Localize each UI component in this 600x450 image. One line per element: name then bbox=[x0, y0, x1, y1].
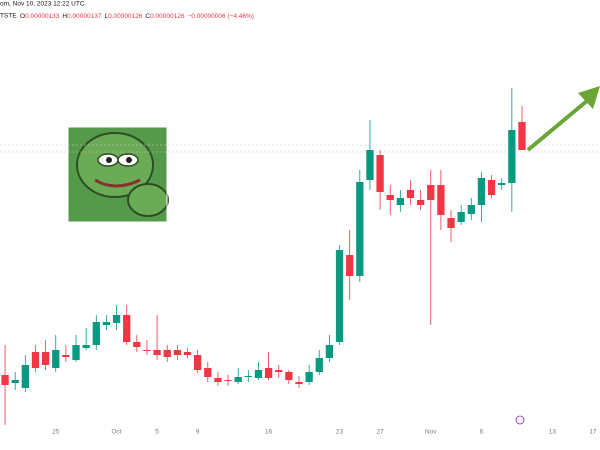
candle-body bbox=[356, 182, 364, 276]
candle-body bbox=[52, 350, 60, 368]
x-tick-label: 27 bbox=[376, 429, 384, 436]
candle-body bbox=[244, 376, 252, 377]
candle-body bbox=[153, 350, 161, 355]
x-tick-label: Nov bbox=[425, 429, 437, 436]
candle-body bbox=[41, 352, 50, 365]
candle-body bbox=[62, 355, 70, 357]
candle-body bbox=[285, 372, 293, 380]
ohlc-value: 0.00000126 bbox=[108, 13, 143, 20]
ohlc-value: 0.00000137 bbox=[67, 13, 102, 20]
x-tick-label: 23 bbox=[336, 429, 344, 436]
ticker: TSTE bbox=[0, 13, 17, 20]
ohlc-label: H bbox=[62, 13, 67, 20]
candle-body bbox=[315, 358, 323, 372]
ohlc-header: O0.00000133 H0.00000137 L0.00000126 C0.0000… bbox=[20, 13, 254, 20]
ohlc-value: 0.00000133 bbox=[25, 13, 60, 20]
candle-body bbox=[305, 372, 313, 382]
candle-body bbox=[193, 355, 202, 370]
candle-body bbox=[112, 315, 121, 323]
candle-body bbox=[325, 345, 334, 358]
candle-body bbox=[508, 130, 516, 183]
candle-body bbox=[82, 345, 90, 348]
source-line: om, Nov 10, 2023 12:22 UTC bbox=[0, 1, 85, 8]
candle-body bbox=[1, 375, 9, 385]
x-tick-label: 5 bbox=[155, 429, 159, 436]
candle-body bbox=[437, 185, 445, 215]
candle-body bbox=[163, 350, 171, 357]
x-tick-label: 17 bbox=[589, 429, 597, 436]
candle-body bbox=[264, 368, 273, 378]
candle-body bbox=[335, 250, 344, 342]
x-tick-label: Oct bbox=[111, 429, 121, 436]
candle-body bbox=[224, 380, 232, 381]
ohlc-label: O bbox=[20, 13, 25, 20]
ohlc-value: 0.00000126 bbox=[150, 13, 185, 20]
candle-body bbox=[518, 122, 526, 150]
candle-body bbox=[214, 378, 222, 382]
x-tick-label: 6 bbox=[480, 429, 484, 436]
x-tick-label: 9 bbox=[196, 429, 200, 436]
candle-body bbox=[447, 218, 455, 228]
candle-body bbox=[31, 352, 40, 368]
candle-body bbox=[72, 345, 80, 360]
candle-body bbox=[477, 178, 486, 205]
x-tick-label: 13 bbox=[549, 429, 557, 436]
candle-body bbox=[386, 195, 394, 200]
candle-body bbox=[376, 155, 384, 192]
candle-body bbox=[295, 382, 303, 384]
candle-body bbox=[234, 377, 242, 382]
candle-body bbox=[133, 342, 141, 347]
candle-body bbox=[21, 365, 29, 388]
candle-body bbox=[204, 368, 212, 377]
candle-body bbox=[11, 380, 19, 383]
candle-body bbox=[498, 183, 506, 185]
candle-body bbox=[396, 198, 405, 205]
change: −0.00000006 (−4.46%) bbox=[187, 13, 254, 20]
pepe-image bbox=[67, 126, 169, 223]
candle-body bbox=[254, 370, 263, 378]
candle-body bbox=[346, 255, 354, 276]
trend-arrow bbox=[526, 86, 600, 152]
candle-body bbox=[275, 370, 283, 372]
event-icon[interactable] bbox=[515, 415, 525, 425]
candle-body bbox=[457, 212, 465, 222]
candle-body bbox=[123, 315, 131, 342]
x-tick-label: 16 bbox=[265, 429, 273, 436]
candle-body bbox=[102, 322, 111, 325]
candle-body bbox=[427, 185, 435, 200]
candle-body bbox=[92, 322, 100, 345]
candle-body bbox=[467, 205, 475, 214]
ohlc-label: L bbox=[104, 13, 108, 20]
candle-body bbox=[406, 190, 415, 198]
ohlc-label: C bbox=[145, 13, 150, 20]
candle-body bbox=[487, 180, 496, 195]
candle-body bbox=[416, 200, 425, 205]
candle-body bbox=[183, 352, 192, 355]
x-tick-label: 25 bbox=[52, 429, 60, 436]
candle-body bbox=[143, 350, 151, 351]
candle-body bbox=[366, 150, 374, 180]
candle-body bbox=[173, 350, 182, 355]
